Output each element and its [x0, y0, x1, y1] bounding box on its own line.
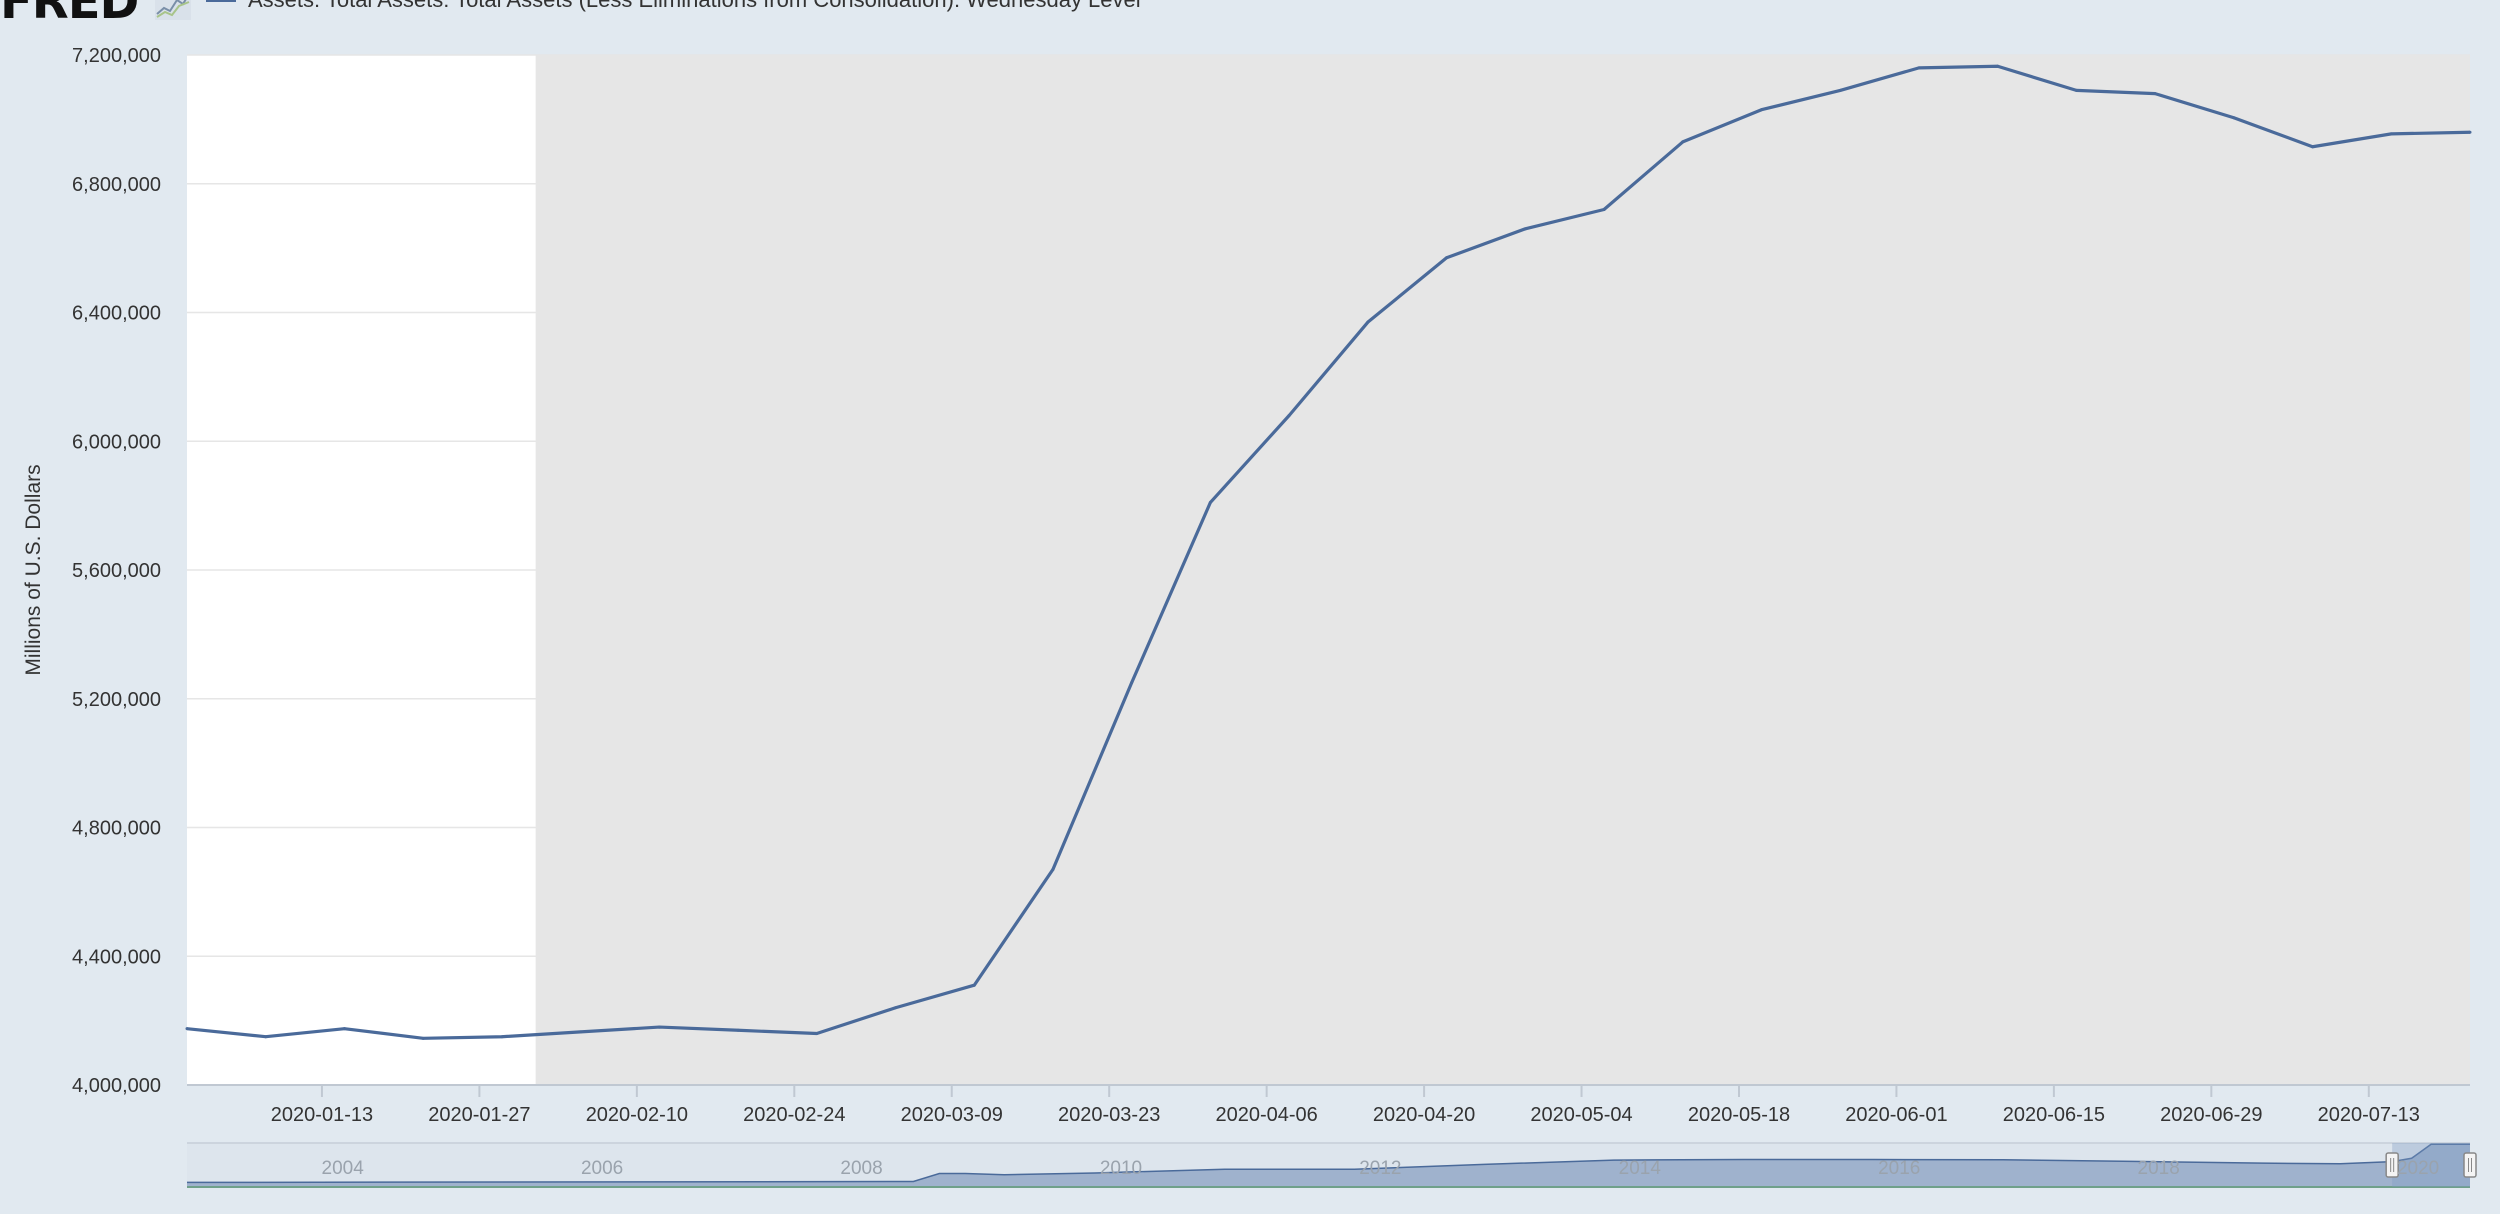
- navigator-year-label: 2014: [1619, 1158, 1662, 1179]
- data-point: [1287, 414, 1291, 417]
- data-point: [1051, 867, 1055, 871]
- data-point: [1130, 681, 1134, 685]
- y-tick-label: 6,400,000: [72, 303, 161, 325]
- data-point: [1759, 108, 1763, 112]
- navigator-year-label: 2010: [1100, 1158, 1142, 1179]
- navigator-year-label: 2006: [581, 1158, 623, 1179]
- data-point: [264, 1035, 268, 1039]
- legend-series-label: Assets: Total Assets: Total Assets (Less…: [248, 0, 1141, 13]
- navigator-year-label: 2020: [2397, 1158, 2439, 1179]
- navigator-year-label: 2016: [1878, 1158, 1920, 1179]
- y-tick-label: 5,600,000: [72, 560, 161, 582]
- data-point: [815, 1032, 819, 1035]
- data-point: [657, 1025, 661, 1029]
- x-tick-label: 2020-04-06: [1215, 1104, 1317, 1126]
- data-point: [2232, 116, 2236, 120]
- data-point: [1996, 64, 2000, 68]
- x-tick-label: 2020-03-09: [901, 1104, 1003, 1126]
- x-tick-label: 2020-03-23: [1058, 1104, 1160, 1126]
- x-tick-label: 2020-04-20: [1373, 1104, 1475, 1126]
- data-point: [1445, 256, 1449, 260]
- y-tick-label: 6,800,000: [72, 174, 161, 196]
- navigator-year-label: 2008: [840, 1158, 882, 1179]
- data-point: [1366, 320, 1370, 324]
- data-point: [342, 1027, 346, 1031]
- data-point: [1602, 208, 1606, 211]
- x-tick-label: 2020-02-24: [743, 1104, 845, 1126]
- x-tick-label: 2020-06-01: [1845, 1104, 1947, 1126]
- legend-line-swatch: [206, 0, 236, 2]
- chart-legend[interactable]: Assets: Total Assets: Total Assets (Less…: [206, 0, 1141, 12]
- data-point: [2468, 130, 2472, 134]
- data-point: [2311, 145, 2315, 149]
- navigator-selection[interactable]: [2392, 1143, 2470, 1187]
- data-point: [2074, 88, 2078, 92]
- x-tick-label: 2020-06-15: [2003, 1104, 2105, 1126]
- y-axis-label: Millions of U.S. Dollars: [22, 464, 45, 675]
- navigator-year-label: 2012: [1359, 1158, 1401, 1179]
- y-tick-label: 5,200,000: [72, 689, 161, 711]
- y-tick-label: 6,000,000: [72, 431, 161, 453]
- x-tick-label: 2020-05-04: [1530, 1104, 1632, 1126]
- navigator-area: [187, 1144, 2470, 1187]
- fred-logo[interactable]: FRED: [0, 0, 139, 30]
- x-tick-label: 2020-02-10: [586, 1104, 688, 1126]
- data-point: [894, 1006, 898, 1010]
- x-tick-label: 2020-01-27: [428, 1104, 530, 1126]
- navigator-year-label: 2004: [322, 1158, 365, 1179]
- navigator-year-label: 2018: [2138, 1158, 2180, 1179]
- data-point: [2389, 132, 2393, 136]
- data-point: [1681, 140, 1685, 144]
- data-point: [1917, 66, 1921, 70]
- data-point: [2153, 92, 2157, 96]
- y-tick-label: 4,800,000: [72, 818, 161, 840]
- data-point: [185, 1027, 189, 1031]
- y-tick-label: 4,000,000: [72, 1075, 161, 1097]
- navigator-line: [186, 1143, 2470, 1184]
- x-tick-label: 2020-05-18: [1688, 1104, 1790, 1126]
- series-line: [186, 64, 2471, 1040]
- data-point: [421, 1036, 425, 1040]
- navigator-handle-left[interactable]: [2385, 1152, 2399, 1178]
- data-point: [972, 983, 976, 987]
- line-chart-icon: [155, 0, 191, 20]
- x-tick-label: 2020-07-13: [2318, 1104, 2420, 1126]
- x-tick-label: 2020-06-29: [2160, 1104, 2262, 1126]
- y-tick-label: 4,400,000: [72, 946, 161, 968]
- x-tick-label: 2020-01-13: [271, 1104, 373, 1126]
- data-point: [579, 1030, 583, 1034]
- data-point: [736, 1028, 740, 1032]
- data-point: [1208, 500, 1212, 504]
- data-point: [500, 1035, 504, 1039]
- data-point: [1523, 227, 1527, 231]
- data-point: [1838, 88, 1842, 92]
- navigator-handle-right[interactable]: [2463, 1152, 2477, 1178]
- y-tick-label: 7,200,000: [72, 45, 161, 67]
